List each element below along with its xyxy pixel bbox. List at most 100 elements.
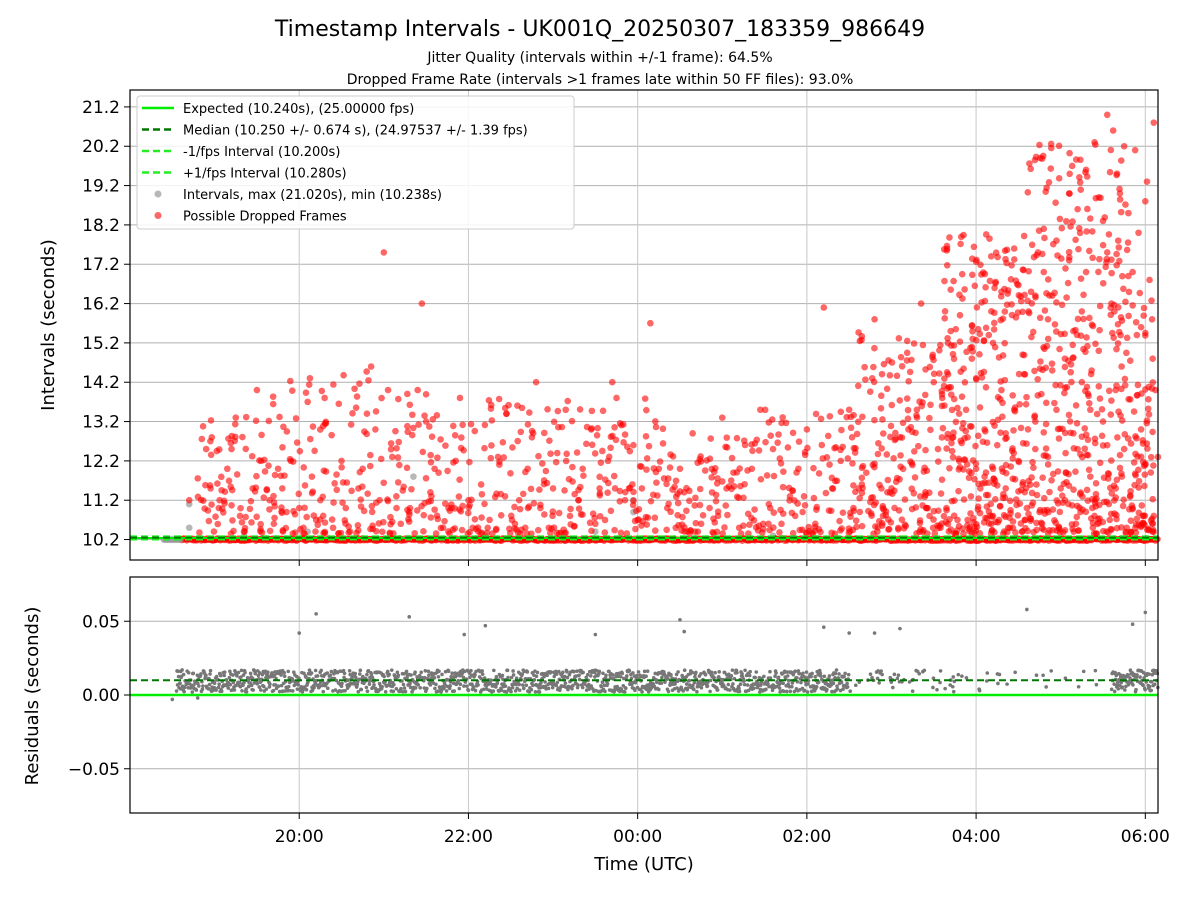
dropped-frame-point: [1149, 355, 1156, 363]
residual-point: [408, 685, 413, 690]
dropped-frame-point: [422, 474, 430, 482]
residual-point: [799, 680, 803, 685]
dropped-frame-point: [950, 277, 957, 285]
residual-point: [292, 670, 296, 674]
dropped-frame-point: [394, 479, 402, 486]
dropped-frame-point: [1027, 288, 1035, 296]
dropped-frame-point: [890, 454, 897, 462]
dropped-frame-point: [824, 432, 832, 440]
residual-point: [690, 670, 695, 675]
dropped-frame-point: [1114, 340, 1122, 347]
dropped-frame-point: [1039, 474, 1046, 481]
dropped-frame-point: [854, 418, 862, 426]
dropped-frame-point: [387, 513, 394, 521]
residual-point: [520, 672, 525, 676]
residual-point: [708, 689, 712, 694]
residual-point: [627, 669, 632, 673]
residual-point: [264, 687, 269, 691]
dropped-frame-point: [899, 419, 907, 427]
dropped-frame-point: [786, 497, 793, 504]
residual-point: [611, 673, 615, 677]
dropped-frame-point: [1048, 476, 1055, 484]
dropped-frame-point: [770, 509, 778, 516]
dropped-frame-point: [478, 514, 485, 521]
dropped-frame-point: [457, 508, 465, 515]
dropped-frame-point: [1096, 459, 1104, 467]
legend: Expected (10.240s), (25.00000 fps) Media…: [136, 95, 575, 230]
dropped-frame-point: [676, 488, 684, 495]
residual-point: [369, 672, 374, 677]
dropped-frame-point: [973, 336, 980, 344]
dropped-frame-point: [958, 270, 966, 278]
dropped-frame-point: [384, 386, 392, 394]
dropped-frame-point: [1008, 262, 1015, 269]
residual-point: [402, 686, 407, 690]
dropped-frame-point: [780, 468, 787, 475]
dropped-frame-point: [856, 508, 864, 516]
dropped-frame-point: [1011, 404, 1019, 411]
dropped-frame-point: [829, 485, 837, 492]
residual-outlier-point: [1143, 610, 1148, 615]
residual-point: [227, 675, 232, 680]
dropped-frame-point: [426, 423, 433, 430]
dropped-frame-point: [596, 485, 603, 492]
dropped-frame-point: [194, 493, 202, 501]
dropped-frame-point: [1095, 268, 1102, 276]
interval-point: [185, 524, 193, 532]
dropped-frame-point: [652, 423, 660, 431]
dropped-frame-point: [897, 353, 905, 361]
residual-point: [520, 683, 525, 687]
dropped-frame-point: [1119, 502, 1127, 510]
dropped-frame-point: [549, 512, 556, 520]
dropped-frame-point: [1103, 249, 1111, 256]
dropped-frame-point: [599, 407, 607, 415]
residual-point: [715, 688, 720, 692]
dropped-frame-point: [253, 386, 261, 394]
dropped-frame-point: [1086, 314, 1093, 322]
dropped-frame-point: [632, 525, 639, 533]
dropped-frame-point: [922, 446, 929, 454]
dropped-frame-point: [1145, 383, 1153, 391]
dropped-frame-point: [524, 421, 532, 428]
dropped-frame-point: [422, 418, 430, 425]
residual-point: [480, 669, 484, 673]
residual-point: [580, 685, 585, 690]
dropped-frame-point: [941, 314, 948, 322]
dropped-frame-point: [922, 504, 930, 512]
dropped-frame-point: [364, 490, 371, 497]
dropped-frame-point: [907, 458, 914, 465]
residual-point: [943, 686, 947, 691]
dropped-frame-point: [583, 440, 590, 448]
dropped-frame-point: [848, 434, 856, 441]
dropped-frame-point: [930, 507, 938, 515]
residuals-reference-lines: [130, 679, 1158, 697]
residual-point: [960, 674, 964, 678]
dropped-frame-point: [1083, 173, 1091, 180]
residual-point: [347, 669, 352, 673]
residual-outlier-point: [483, 623, 488, 628]
dropped-frame-point: [782, 419, 790, 427]
dropped-frame-point: [487, 405, 495, 412]
dropped-frame-point: [859, 413, 866, 421]
dropped-frame-point: [1015, 370, 1023, 378]
dropped-frame-point: [874, 528, 881, 535]
residual-point: [553, 669, 558, 674]
residual-point: [271, 688, 276, 693]
dropped-frame-point: [638, 485, 646, 492]
residual-point: [622, 690, 627, 694]
dropped-frame-point: [789, 529, 797, 537]
dropped-frame-point: [601, 476, 609, 483]
dropped-frame-point: [1117, 412, 1124, 419]
dropped-frame-point: [442, 442, 449, 449]
dropped-frame-point: [1098, 405, 1106, 413]
dropped-frame-point: [561, 487, 568, 494]
dropped-frame-point: [1043, 184, 1050, 192]
dropped-frame-point: [887, 519, 895, 526]
dropped-frame-point: [471, 427, 479, 435]
residual-point: [505, 668, 510, 673]
residual-point: [197, 684, 201, 688]
dropped-frame-point: [1105, 231, 1113, 238]
residual-point: [548, 670, 553, 674]
dropped-frame-point: [995, 516, 1003, 524]
dropped-frame-point: [1113, 345, 1120, 353]
